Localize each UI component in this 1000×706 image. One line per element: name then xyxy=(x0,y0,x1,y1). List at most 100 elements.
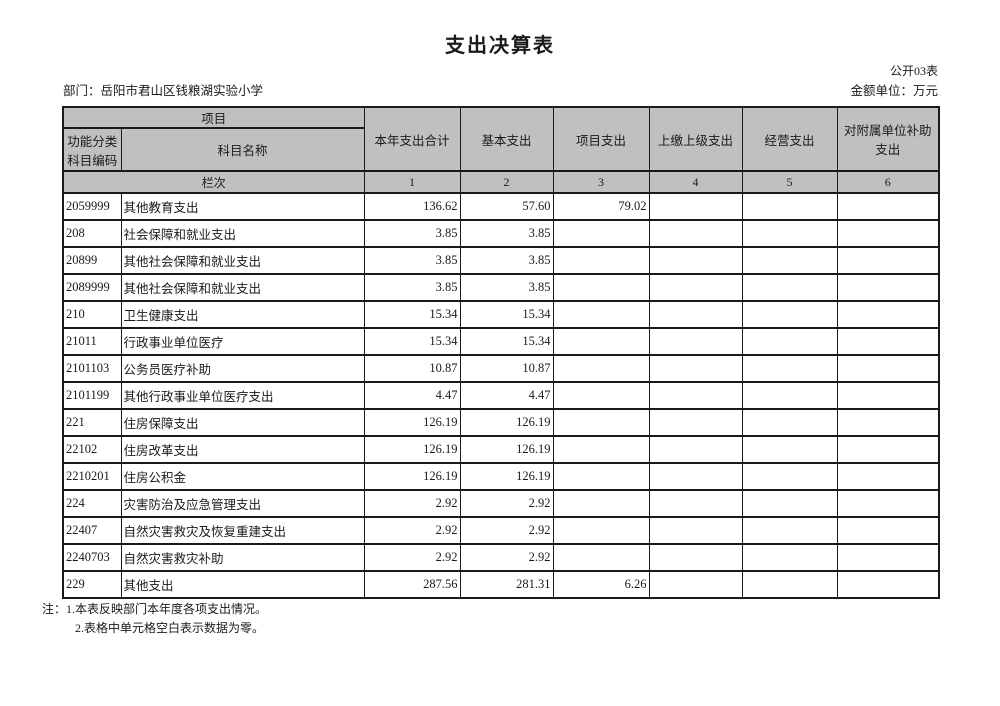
value-cell xyxy=(552,300,650,329)
value-cell xyxy=(741,543,838,572)
value-cell xyxy=(836,246,940,275)
col-header-basic: 基本支出 xyxy=(459,106,554,172)
value-cell xyxy=(836,192,940,221)
subject-name-cell: 自然灾害救灾补助 xyxy=(120,543,365,572)
code-cell: 229 xyxy=(62,570,122,599)
value-cell xyxy=(836,408,940,437)
value-cell xyxy=(552,219,650,248)
value-cell: 2.92 xyxy=(459,489,554,518)
value-cell: 3.85 xyxy=(363,219,461,248)
code-cell: 20899 xyxy=(62,246,122,275)
department-label: 部门：岳阳市君山区钱粮湖实验小学 xyxy=(63,84,264,98)
subject-name-cell: 社会保障和就业支出 xyxy=(120,219,365,248)
col-header-code: 功能分类科目编码 xyxy=(62,127,122,172)
value-cell xyxy=(552,435,650,464)
rank-number: 4 xyxy=(648,170,743,194)
table-row: 2101103 公务员医疗补助 10.87 10.87 xyxy=(62,354,940,383)
code-cell: 2101199 xyxy=(62,381,122,410)
table-row: 2101199 其他行政事业单位医疗支出 4.47 4.47 xyxy=(62,381,940,410)
value-cell: 10.87 xyxy=(363,354,461,383)
value-cell xyxy=(552,489,650,518)
value-cell: 10.87 xyxy=(459,354,554,383)
project-group-header: 项目 xyxy=(62,106,365,129)
code-cell: 210 xyxy=(62,300,122,329)
value-cell: 126.19 xyxy=(363,462,461,491)
code-cell: 2101103 xyxy=(62,354,122,383)
col-header-subsidy: 对附属单位补助支出 xyxy=(836,106,940,172)
value-cell: 4.47 xyxy=(459,381,554,410)
value-cell: 57.60 xyxy=(459,192,554,221)
subject-name-cell: 其他支出 xyxy=(120,570,365,599)
table-row: 210 卫生健康支出 15.34 15.34 xyxy=(62,300,940,329)
rank-number: 2 xyxy=(459,170,554,194)
value-cell: 3.85 xyxy=(363,246,461,275)
table-row: 22102 住房改革支出 126.19 126.19 xyxy=(62,435,940,464)
value-cell xyxy=(648,570,743,599)
rank-number: 3 xyxy=(552,170,650,194)
value-cell: 287.56 xyxy=(363,570,461,599)
value-cell xyxy=(648,489,743,518)
value-cell xyxy=(648,543,743,572)
value-cell: 126.19 xyxy=(459,408,554,437)
table-row: 2089999 其他社会保障和就业支出 3.85 3.85 xyxy=(62,273,940,302)
value-cell: 2.92 xyxy=(459,516,554,545)
value-cell xyxy=(741,246,838,275)
subject-name-cell: 其他行政事业单位医疗支出 xyxy=(120,381,365,410)
value-cell: 2.92 xyxy=(363,543,461,572)
value-cell: 136.62 xyxy=(363,192,461,221)
value-cell xyxy=(648,192,743,221)
value-cell: 126.19 xyxy=(363,408,461,437)
value-cell: 79.02 xyxy=(552,192,650,221)
subject-name-cell: 其他社会保障和就业支出 xyxy=(120,246,365,275)
table-row: 229 其他支出 287.56 281.31 6.26 xyxy=(62,570,940,599)
value-cell xyxy=(552,381,650,410)
value-cell xyxy=(741,570,838,599)
value-cell xyxy=(836,354,940,383)
value-cell: 6.26 xyxy=(552,570,650,599)
value-cell xyxy=(741,273,838,302)
value-cell xyxy=(741,219,838,248)
subject-name-cell: 其他教育支出 xyxy=(120,192,365,221)
subject-name-cell: 住房公积金 xyxy=(120,462,365,491)
rank-label: 栏次 xyxy=(62,170,365,194)
subject-name-cell: 自然灾害救灾及恢复重建支出 xyxy=(120,516,365,545)
col-header-operating: 经营支出 xyxy=(741,106,838,172)
value-cell xyxy=(648,354,743,383)
code-cell: 224 xyxy=(62,489,122,518)
value-cell: 2.92 xyxy=(363,516,461,545)
subject-name-cell: 其他社会保障和就业支出 xyxy=(120,273,365,302)
subject-name-cell: 灾害防治及应急管理支出 xyxy=(120,489,365,518)
code-cell: 2210201 xyxy=(62,462,122,491)
header-row-ranks: 栏次 1 2 3 4 5 6 xyxy=(62,170,940,194)
value-cell xyxy=(836,327,940,356)
value-cell xyxy=(648,462,743,491)
table-row: 224 灾害防治及应急管理支出 2.92 2.92 xyxy=(62,489,940,518)
value-cell: 4.47 xyxy=(363,381,461,410)
value-cell xyxy=(741,381,838,410)
value-cell xyxy=(648,408,743,437)
value-cell: 126.19 xyxy=(459,435,554,464)
value-cell: 126.19 xyxy=(363,435,461,464)
subject-name-cell: 公务员医疗补助 xyxy=(120,354,365,383)
value-cell xyxy=(836,462,940,491)
value-cell: 126.19 xyxy=(459,462,554,491)
value-cell xyxy=(741,408,838,437)
code-cell: 2089999 xyxy=(62,273,122,302)
code-cell: 208 xyxy=(62,219,122,248)
col-header-name: 科目名称 xyxy=(120,127,365,172)
table-row: 208 社会保障和就业支出 3.85 3.85 xyxy=(62,219,940,248)
value-cell: 3.85 xyxy=(459,246,554,275)
value-cell xyxy=(552,327,650,356)
value-cell xyxy=(648,381,743,410)
value-cell xyxy=(836,273,940,302)
value-cell: 15.34 xyxy=(363,327,461,356)
value-cell xyxy=(552,543,650,572)
table-code-label: 公开03表 xyxy=(889,64,938,78)
table-header: 项目 本年支出合计 基本支出 项目支出 上缴上级支出 经营支出 对附属单位补助支… xyxy=(62,106,940,194)
value-cell: 15.34 xyxy=(459,300,554,329)
subject-name-cell: 卫生健康支出 xyxy=(120,300,365,329)
code-cell: 21011 xyxy=(62,327,122,356)
rank-number: 1 xyxy=(363,170,461,194)
value-cell: 2.92 xyxy=(363,489,461,518)
